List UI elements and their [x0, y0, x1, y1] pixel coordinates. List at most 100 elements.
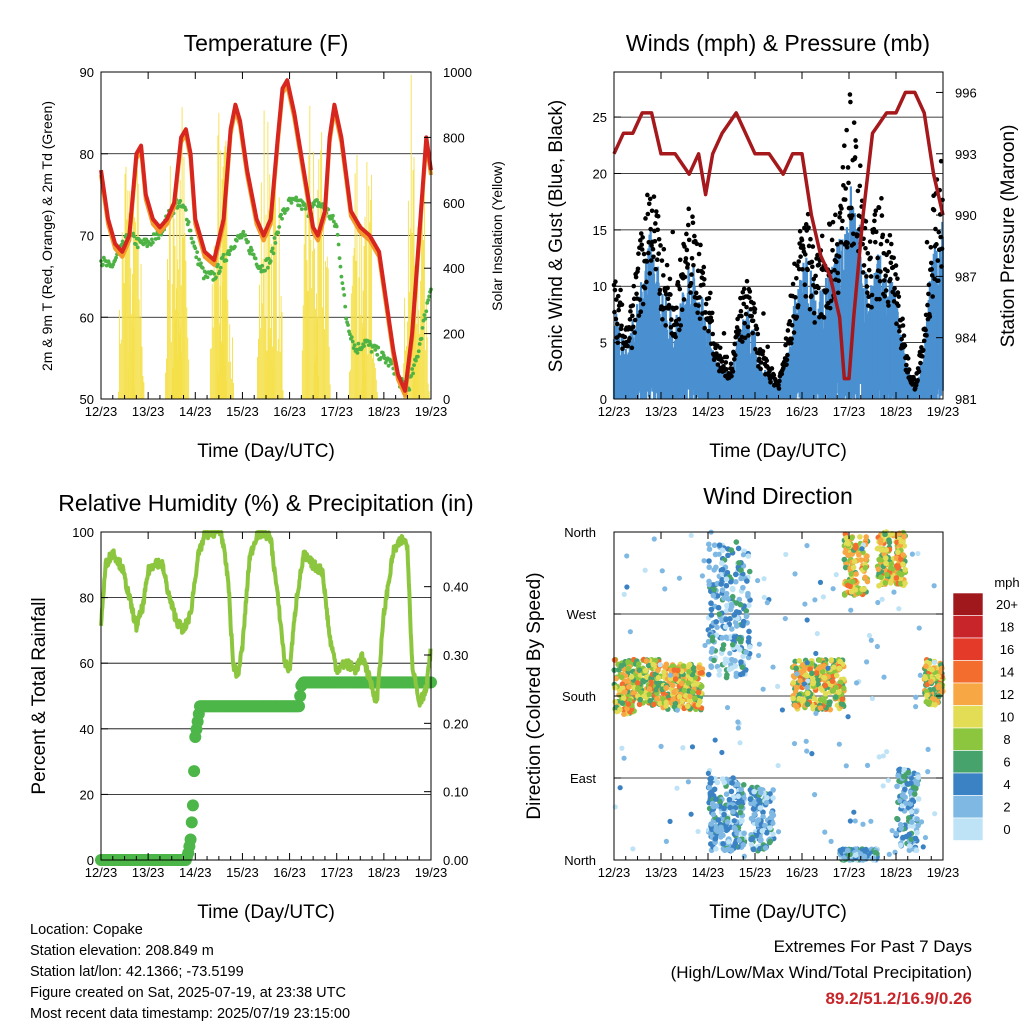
wind-gust-point: [632, 317, 638, 323]
direction-point: [868, 637, 874, 643]
wind-gust-point: [928, 244, 934, 250]
direction-point: [896, 767, 902, 773]
y-tick-label: 0: [600, 392, 607, 407]
direction-point: [775, 829, 782, 835]
direction-point: [618, 662, 625, 669]
dewpoint-point: [154, 232, 159, 237]
wind-gust-point: [744, 304, 749, 310]
wind-gust-point: [853, 144, 859, 149]
x-tick-label: 12/23: [85, 865, 118, 880]
dewpoint-point: [407, 387, 412, 392]
wind-gust-point: [689, 272, 694, 277]
wind-gust-point: [882, 293, 888, 299]
wind-gust-point: [668, 324, 674, 330]
dewpoint-point: [145, 244, 150, 249]
wind-gust-point: [824, 288, 830, 293]
dewpoint-point: [195, 250, 200, 255]
y2-tick-label: 600: [443, 196, 465, 211]
direction-point: [900, 773, 907, 780]
wind-gust-point: [709, 318, 715, 324]
y2-tick-label: 0: [443, 392, 450, 407]
dewpoint-point: [133, 242, 138, 247]
direction-point: [628, 674, 635, 680]
direction-point: [729, 586, 736, 593]
direction-point: [932, 701, 938, 708]
direction-point: [636, 667, 643, 673]
direction-point: [859, 586, 866, 593]
colorbar-label: 8: [1003, 732, 1010, 747]
direction-point: [812, 597, 818, 603]
dewpoint-point: [280, 216, 284, 221]
y2-tick-label: 0.20: [443, 716, 468, 731]
direction-point: [640, 678, 646, 684]
wind-gust-point: [872, 212, 878, 217]
direction-point: [761, 576, 767, 582]
wind-gust-point: [715, 362, 721, 367]
dewpoint-point: [227, 252, 232, 257]
direction-point: [809, 751, 815, 757]
direction-point: [913, 808, 919, 815]
direction-point: [851, 558, 858, 565]
wind-gust-point: [935, 258, 941, 263]
x-tick-label: 18/23: [368, 865, 401, 880]
wind-gust-point: [798, 254, 803, 259]
direction-point: [628, 706, 635, 713]
direction-point: [733, 673, 740, 680]
direction-point: [733, 539, 740, 545]
direction-point: [770, 787, 776, 793]
colorbar-label: 20+: [996, 597, 1018, 612]
wind-gust-point: [636, 313, 642, 318]
direction-point: [757, 805, 764, 811]
direction-point: [731, 818, 737, 824]
wind-gust-point: [640, 301, 646, 307]
wind-gust-point: [654, 209, 659, 214]
dewpoint-point: [132, 234, 136, 239]
y-tick-label: 80: [80, 147, 94, 162]
wind-gust-point: [855, 232, 860, 238]
colorbar-label: 16: [1000, 642, 1014, 657]
wind-gust-point: [696, 303, 701, 308]
direction-point: [925, 769, 931, 775]
wind-gust-point: [896, 294, 902, 299]
direction-point: [898, 571, 905, 578]
x-tick-label: 19/23: [927, 404, 960, 419]
wind-gust-point: [677, 286, 683, 292]
wind-gust-point: [682, 244, 687, 249]
direction-point: [651, 536, 657, 542]
wind-gust-point: [827, 222, 833, 227]
dewpoint-point: [150, 240, 155, 245]
dewpoint-point: [253, 256, 258, 261]
y-tick-label: 100: [72, 525, 94, 540]
precip-point: [186, 799, 199, 812]
dewpoint-point: [243, 233, 248, 238]
dewpoint-point: [178, 198, 183, 203]
wind-gust-point: [709, 310, 715, 316]
x-tick-label: 19/23: [927, 865, 960, 880]
wind-gust-point: [807, 306, 813, 312]
direction-point: [685, 680, 692, 686]
direction-point: [851, 809, 857, 815]
dewpoint-point: [386, 363, 391, 368]
direction-point: [714, 779, 721, 786]
direction-point: [728, 601, 735, 608]
direction-point: [722, 624, 729, 630]
direction-point: [897, 842, 904, 849]
wind-gust-point: [861, 263, 867, 268]
wind-gust-point: [894, 321, 899, 327]
temperature-y-label: 2m & 9m T (Red, Orange) & 2m Td (Green): [39, 101, 55, 371]
colorbar-swatch: [952, 682, 984, 706]
humidity-x-label: Time (Day/UTC): [197, 902, 335, 923]
direction-point: [740, 842, 747, 848]
wind-gust-point: [869, 292, 875, 298]
direction-point: [728, 626, 735, 632]
direction-point: [882, 555, 889, 561]
wind-gust-point: [926, 282, 932, 288]
wind-gust-point: [663, 323, 668, 328]
direction-point: [738, 803, 744, 810]
direction-point: [613, 675, 620, 682]
wind-gust-point: [795, 303, 801, 308]
direction-point: [738, 659, 744, 665]
wind-gust-point: [769, 366, 775, 371]
y2-tick-label: 0.00: [443, 853, 468, 868]
x-tick-label: 18/23: [880, 404, 913, 419]
